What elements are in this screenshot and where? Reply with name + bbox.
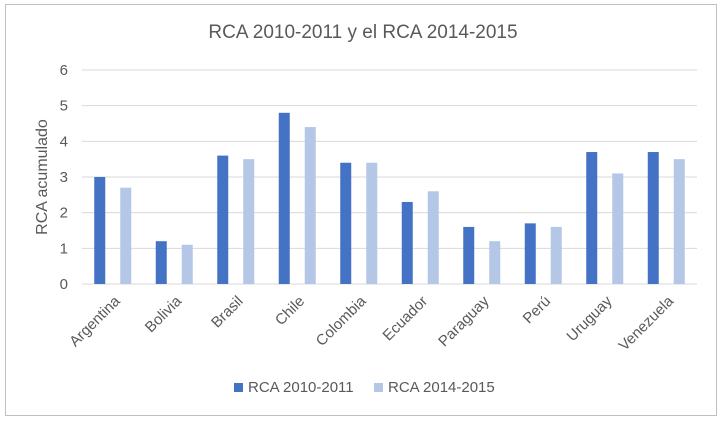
- legend-label-2: RCA 2014-2015: [388, 379, 495, 396]
- bar-argentina-series-1: [94, 177, 106, 284]
- bar-ecuador-series-2: [427, 191, 439, 284]
- legend: RCA 2010-2011 RCA 2014-2015: [234, 379, 495, 396]
- x-category-label: Bolivia: [142, 292, 186, 336]
- chart-title: RCA 2010-2011 y el RCA 2014-2015: [208, 22, 518, 43]
- bar-paraguay-series-2: [489, 241, 501, 284]
- bar-brasil-series-1: [217, 155, 229, 284]
- bar-argentina-series-2: [120, 187, 132, 284]
- legend-label-1: RCA 2010-2011: [248, 379, 354, 396]
- bar-chile-series-2: [304, 127, 316, 284]
- bar-venezuela-series-1: [647, 152, 659, 284]
- x-category-label: Ecuador: [380, 293, 432, 345]
- x-axis-categories: Argentina Bolivia Brasil Chile Colombia Ecuad…: [66, 292, 677, 354]
- bar-brasil-series-2: [243, 159, 255, 284]
- y-tick-label: 0: [60, 276, 68, 293]
- y-axis-title: RCA acumulado: [34, 119, 51, 235]
- bar-bolivia-series-1: [155, 241, 167, 284]
- y-tick-label: 3: [60, 169, 68, 186]
- x-category-label: Brasil: [208, 293, 247, 332]
- bar-colombia-series-1: [340, 162, 352, 284]
- y-tick-label: 2: [60, 205, 68, 222]
- gridlines: [82, 69, 697, 285]
- bar-venezuela-series-2: [673, 159, 685, 284]
- x-category-label: Colombia: [313, 292, 370, 349]
- bar-paraguay-series-1: [463, 226, 475, 284]
- bar-bolivia-series-2: [181, 244, 193, 284]
- x-category-label: Perú: [520, 293, 554, 327]
- y-tick-label: 6: [60, 62, 68, 79]
- y-tick-label: 1: [60, 240, 68, 257]
- y-axis-ticks: 0 1 2 3 4 5 6: [60, 62, 68, 293]
- x-category-label: Uruguay: [563, 292, 615, 344]
- y-tick-label: 5: [60, 98, 68, 115]
- bar-per-series-2: [550, 226, 562, 284]
- bar-chile-series-1: [278, 112, 290, 284]
- legend-swatch-2: [374, 383, 383, 392]
- legend-swatch-1: [234, 383, 243, 392]
- y-tick-label: 4: [60, 133, 68, 150]
- x-category-label: Paraguay: [435, 292, 493, 350]
- bar-uruguay-series-1: [586, 152, 598, 284]
- x-category-label: Venezuela: [616, 292, 678, 354]
- bars: [94, 112, 685, 284]
- bar-per-series-1: [524, 223, 536, 284]
- bar-colombia-series-2: [366, 162, 378, 284]
- bar-uruguay-series-2: [612, 173, 624, 284]
- x-category-label: Argentina: [66, 292, 124, 350]
- x-category-label: Chile: [272, 293, 308, 329]
- bar-ecuador-series-1: [401, 201, 413, 284]
